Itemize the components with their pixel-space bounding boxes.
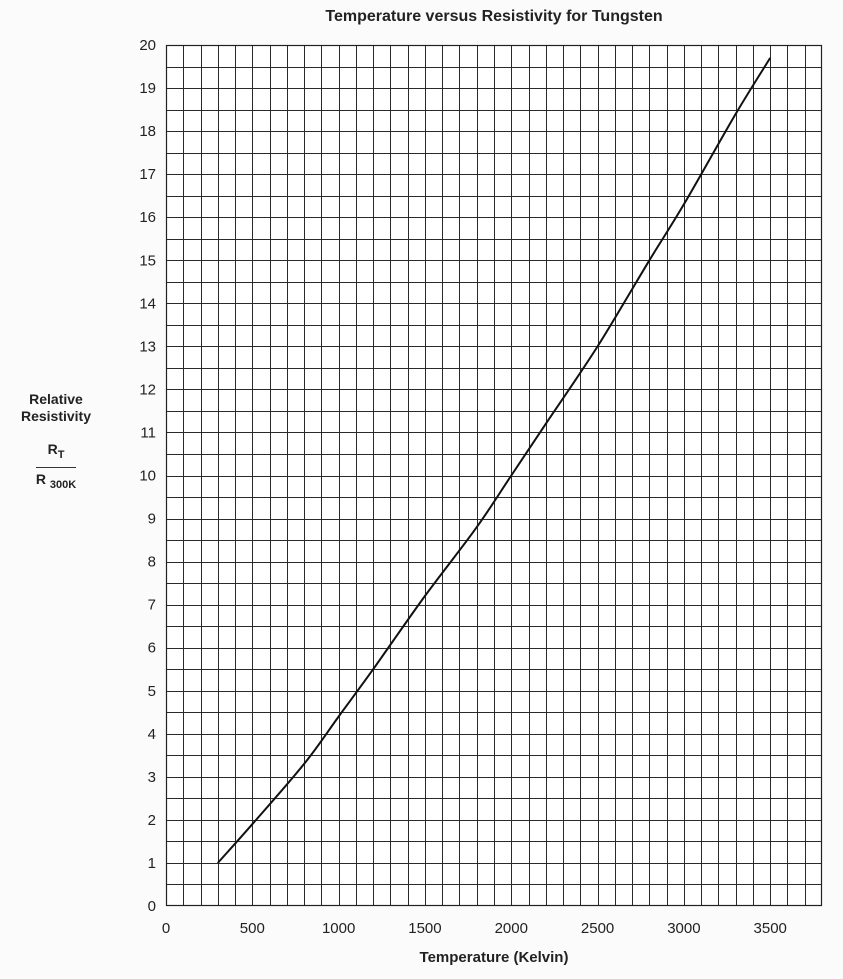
x-tick-label: 2500: [581, 920, 614, 937]
x-tick-label: 1000: [322, 920, 355, 937]
y-tick-label: 7: [148, 597, 156, 614]
x-tick-label: 0: [162, 920, 170, 937]
y-tick-label: 20: [139, 37, 156, 54]
y-tick-label: 2: [148, 812, 156, 829]
y-tick-label: 19: [139, 80, 156, 97]
x-tick-label: 2000: [495, 920, 528, 937]
y-tick-label: 14: [139, 295, 156, 312]
x-tick-label: 3500: [754, 920, 787, 937]
y-axis-label-line2: Resistivity: [20, 408, 92, 424]
series-line: [217, 57, 772, 864]
y-tick-label: 3: [148, 769, 156, 786]
y-tick-label: 12: [139, 381, 156, 398]
y-tick-label: 6: [148, 640, 156, 657]
y-tick-label: 18: [139, 123, 156, 140]
y-tick-label: 8: [148, 554, 156, 571]
y-tick-label: 13: [139, 338, 156, 355]
y-axis-label-line1: Relative: [29, 391, 83, 407]
y-tick-label: 11: [140, 424, 156, 441]
y-tick-label: 4: [148, 726, 156, 743]
y-tick-label: 16: [139, 209, 156, 226]
x-tick-label: 1500: [408, 920, 441, 937]
y-axis-fraction: RT R 300K: [35, 441, 77, 494]
y-tick-label: 5: [148, 683, 156, 700]
y-tick-label: 17: [139, 166, 156, 183]
y-tick-label: 0: [148, 898, 156, 915]
x-tick-label: 500: [240, 920, 265, 937]
y-tick-label: 9: [148, 511, 156, 528]
fraction-denominator: R 300K: [35, 471, 77, 491]
y-tick-label: 15: [139, 252, 156, 269]
x-tick-label: 3000: [667, 920, 700, 937]
y-tick-label: 1: [148, 855, 156, 872]
chart-title: Temperature versus Resistivity for Tungs…: [325, 8, 663, 25]
fraction-numerator: RT: [35, 441, 77, 468]
y-tick-label: 10: [139, 468, 156, 485]
plot-frame: [165, 44, 823, 907]
y-axis-label: Relative Resistivity RT R 300K: [4, 391, 108, 494]
x-axis-label: Temperature (Kelvin): [419, 949, 569, 966]
